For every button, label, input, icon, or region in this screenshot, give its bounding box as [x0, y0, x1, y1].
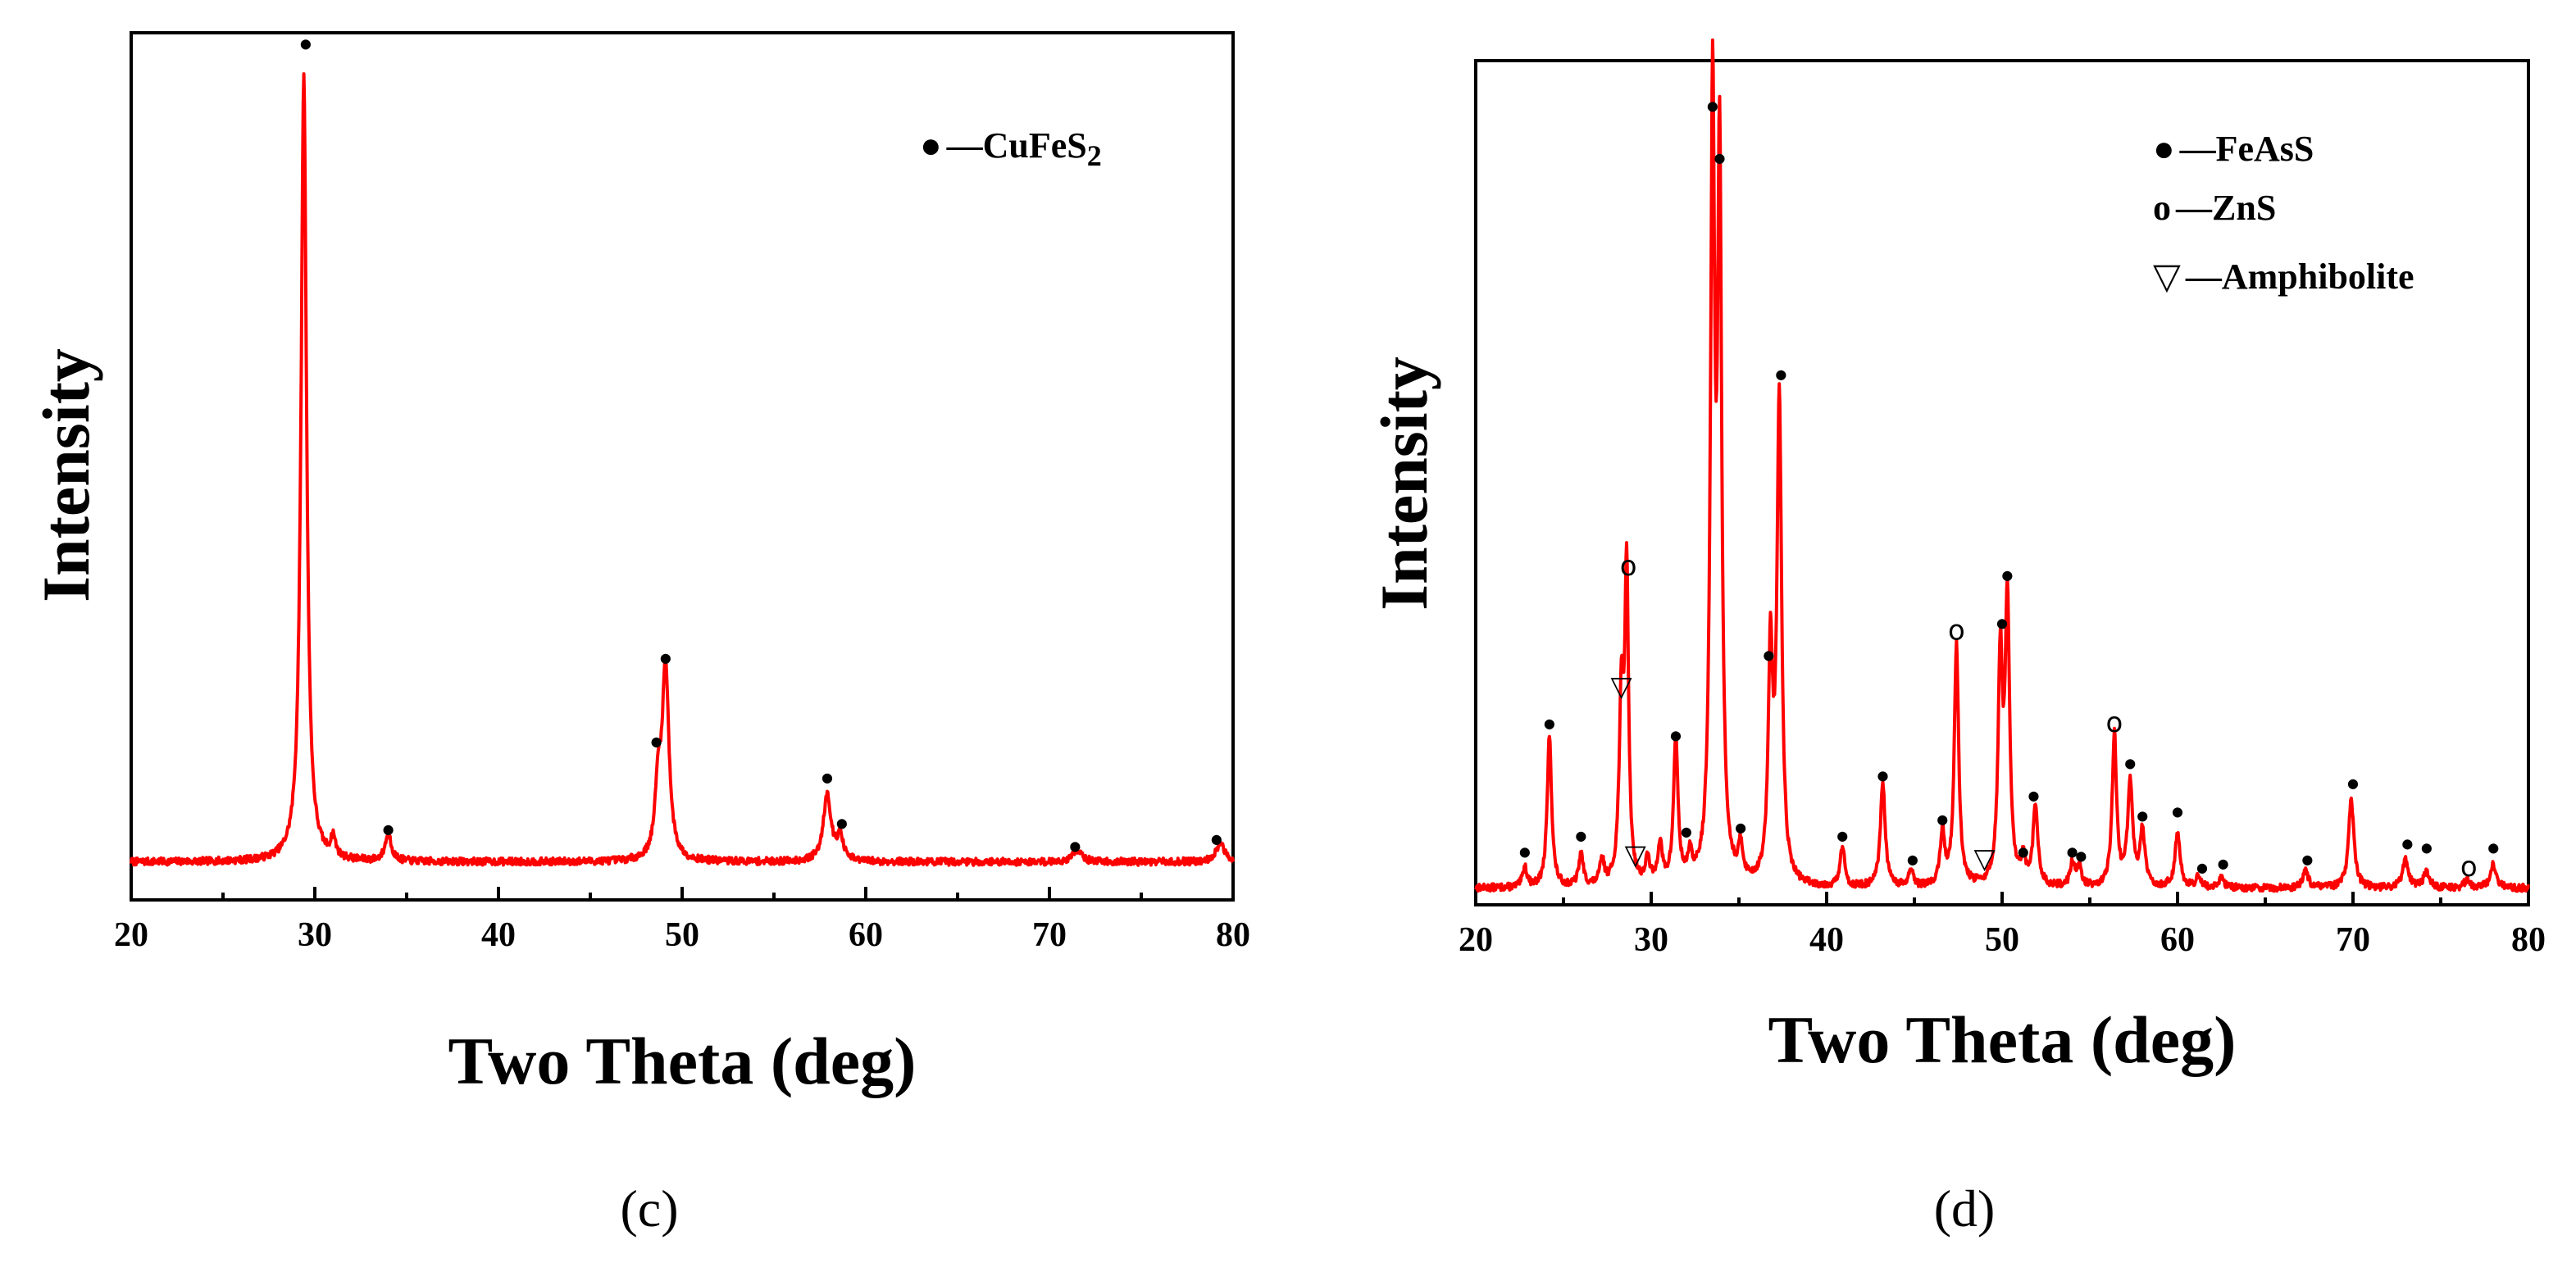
x-tick-label: 80 — [2511, 921, 2546, 959]
peak-marker-cufes2: ● — [300, 35, 312, 51]
legend-label: Amphibolite — [2222, 257, 2414, 297]
legend-dash: — — [946, 125, 984, 166]
peak-marker-feass: ● — [1681, 824, 1692, 839]
peak-marker-amphibolite: ▽ — [1625, 838, 1647, 871]
peak-marker-cufes2: ● — [1211, 831, 1222, 847]
x-ticks-d — [1474, 892, 2530, 905]
legend-symbol: ● — [2153, 129, 2175, 169]
peak-marker-feass: ● — [1836, 828, 1848, 843]
peak-marker-feass: ● — [2028, 788, 2040, 803]
peak-marker-feass: ● — [1937, 811, 1948, 827]
x-tick-label: 40 — [481, 916, 516, 954]
legend-label: ZnS — [2212, 188, 2276, 228]
peak-marker-feass: ● — [1763, 647, 1774, 663]
x-ticks-c — [130, 887, 1235, 900]
x-axis-title-c: Two Theta (deg) — [448, 1024, 917, 1098]
peak-marker-feass: ● — [2067, 843, 2078, 859]
legend-symbol: ● — [920, 125, 942, 166]
peak-marker-feass: ● — [1544, 716, 1555, 731]
peak-marker-cufes2: ● — [651, 734, 662, 749]
legend-dash: — — [2179, 129, 2217, 169]
peak-marker-feass: ● — [2018, 843, 2029, 859]
x-axis-title-d: Two Theta (deg) — [1768, 1002, 2237, 1077]
plot-frame-d — [1474, 59, 2530, 906]
peak-marker-feass: ● — [2421, 839, 2433, 855]
legend-dash: — — [2175, 188, 2213, 228]
legend-entry-zns: o —ZnS — [2153, 188, 2276, 228]
peak-marker-feass: ● — [2001, 567, 2013, 583]
peak-marker-amphibolite: ▽ — [1974, 843, 1996, 875]
peak-marker-zns: o — [1620, 550, 1637, 583]
peak-marker-feass: ● — [2487, 839, 2499, 855]
peak-marker-feass: ● — [1714, 150, 1725, 166]
legend-d: ● —FeAsS o —ZnS ▽ —Amphibolite — [2153, 129, 2414, 297]
peak-marker-feass: ● — [2075, 847, 2087, 863]
panel-label-c: (c) — [620, 1179, 678, 1238]
peak-marker-cufes2: ● — [660, 650, 671, 666]
y-axis-title-d: Intensity — [1367, 357, 1441, 611]
legend-symbol: o — [2153, 188, 2171, 228]
peak-marker-feass: ● — [1775, 366, 1786, 382]
peak-marker-zns: o — [2460, 851, 2478, 884]
x-tick-label: 20 — [114, 916, 148, 954]
legend-entry-cufes2: ● —CuFeS2 — [920, 125, 1102, 172]
panel-label-d: (d) — [1934, 1179, 1996, 1238]
peak-marker-feass: ● — [1519, 843, 1531, 859]
peak-marker-feass: ● — [1907, 852, 1918, 867]
peak-marker-feass: ● — [2172, 803, 2183, 819]
x-tick-labels-d: 20 30 40 50 60 70 80 — [1459, 921, 2546, 959]
peak-marker-cufes2: ● — [1069, 838, 1081, 854]
peak-marker-feass: ● — [1877, 767, 1888, 783]
peak-marker-feass: ● — [1996, 616, 2008, 631]
diffraction-trace-d — [1474, 38, 2530, 893]
x-tick-label: 30 — [298, 916, 332, 954]
peak-marker-amphibolite: ▽ — [1611, 670, 1633, 703]
legend-c: ● —CuFeS2 — [920, 125, 1102, 172]
x-tick-label: 60 — [2160, 921, 2195, 959]
diffraction-trace-c — [130, 72, 1235, 867]
legend-label: CuFeS — [983, 125, 1087, 166]
x-tick-label: 30 — [1634, 921, 1668, 959]
y-axis-title-c: Intensity — [29, 348, 103, 602]
legend-symbol: ▽ — [2153, 257, 2181, 297]
peak-marker-feass: ● — [2137, 807, 2148, 823]
peak-markers-c: ● ● ● ● ● ● ● ● — [300, 35, 1222, 853]
x-tick-label: 80 — [1216, 916, 1250, 954]
legend-label: FeAsS — [2216, 129, 2314, 169]
x-tick-label: 50 — [665, 916, 699, 954]
x-tick-labels-c: 20 30 40 50 60 70 80 — [114, 916, 1250, 954]
x-tick-label: 70 — [1032, 916, 1067, 954]
chart-panel-d: 20 30 40 50 60 70 80 ●●●▽o▽●●●●●●●●●●●o▽●●●●●●… — [1367, 38, 2546, 1238]
peak-marker-feass: ● — [2218, 856, 2229, 871]
x-tick-label: 60 — [849, 916, 883, 954]
x-tick-label: 40 — [1809, 921, 1844, 959]
peak-markers-d: ●●●▽o▽●●●●●●●●●●●o▽●●●●●●o●● ●● ● ●●● ●o● — [1519, 98, 2499, 884]
chart-panel-c: 20 30 40 50 60 70 80 ●●●●●●● ● ● —CuFeS2 Two The… — [29, 31, 1250, 1238]
peak-marker-feass: ● — [2301, 852, 2313, 867]
peak-marker-cufes2: ● — [821, 770, 833, 785]
peak-marker-feass: ● — [2196, 860, 2208, 875]
peak-marker-feass: ● — [2347, 775, 2359, 791]
peak-marker-feass: ● — [1670, 728, 1682, 743]
x-tick-label: 20 — [1459, 921, 1493, 959]
x-tick-label: 70 — [2336, 921, 2370, 959]
peak-marker-feass: ● — [1735, 820, 1746, 835]
legend-subscript: 2 — [1087, 139, 1102, 172]
peak-marker-cufes2: ● — [383, 821, 394, 837]
peak-marker-feass: ● — [2124, 756, 2136, 771]
peak-marker-cufes2: ● — [836, 815, 848, 830]
legend-entry-amphibolite: ▽ —Amphibolite — [2153, 257, 2414, 297]
peak-marker-feass: ● — [2401, 836, 2413, 852]
legend-dash: — — [2185, 257, 2223, 297]
peak-marker-zns: o — [2106, 706, 2123, 739]
peak-marker-feass: ● — [1707, 98, 1718, 113]
x-tick-label: 50 — [1985, 921, 2019, 959]
legend-entry-feass: ● —FeAsS — [2153, 129, 2314, 169]
peak-marker-zns: o — [1948, 614, 1965, 647]
peak-marker-feass: ● — [1575, 828, 1586, 843]
